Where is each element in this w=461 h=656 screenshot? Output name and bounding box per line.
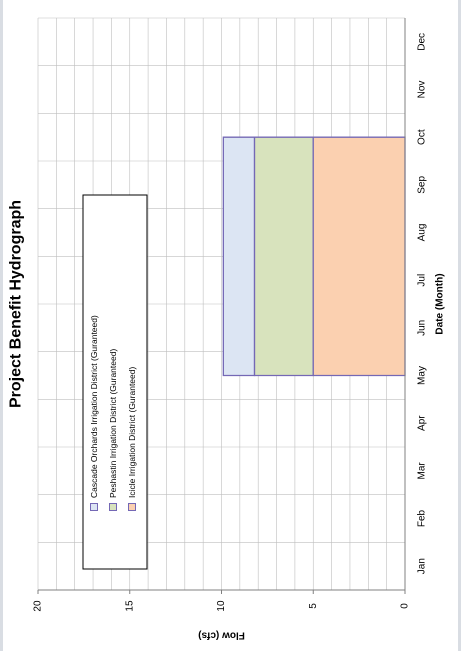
left-window-edge — [0, 0, 3, 651]
legend-label: Cascade Orchards Irrigation District (Gu… — [89, 315, 99, 498]
month-tick-label: Mar — [417, 462, 428, 480]
month-tick-label: Jul — [417, 274, 428, 287]
month-tick-label: Sep — [417, 176, 428, 194]
right-window-edge — [458, 0, 461, 651]
flow-tick-label: 0 — [400, 603, 411, 609]
flow-tick-label: 15 — [124, 600, 135, 612]
legend-swatch — [109, 503, 117, 511]
area-peshastin-irrigation-district-guranteed — [253, 136, 314, 377]
legend-label: Peshastin Irrigation District (Guranteed… — [108, 349, 118, 498]
month-tick-label: Dec — [417, 33, 428, 51]
month-tick-label: Apr — [417, 415, 428, 431]
legend-label: Icicle Irrigation District (Guranteed) — [127, 367, 137, 498]
month-tick-label: Jun — [417, 320, 428, 336]
month-tick-label: Jan — [417, 558, 428, 574]
area-icicle-irrigation-district-guranteed — [312, 136, 406, 377]
area-cascade-orchards-irrigation-district-guranteed — [222, 136, 256, 377]
flow-tick-label: 20 — [33, 600, 44, 612]
y-axis-title: Flow (cfs) — [198, 630, 245, 641]
legend-swatch — [128, 503, 136, 511]
month-tick-label: May — [417, 366, 428, 385]
chart-title: Project Benefit Hydrograph — [8, 200, 25, 408]
series-layer — [222, 136, 406, 377]
month-tick-label: Aug — [417, 224, 428, 242]
flow-tick-label: 5 — [308, 603, 319, 609]
month-tick-label: Feb — [417, 509, 428, 527]
title-layer: Project Benefit Hydrograph Date (Month) … — [8, 200, 446, 641]
legend-swatch — [90, 503, 98, 511]
month-tick-label: Oct — [417, 129, 428, 145]
legend: Cascade Orchards Irrigation District (Gu… — [82, 194, 148, 570]
axes-layer: 0 5 10 15 20 Jan Feb Mar Apr May Jun Jul Aug Sep Oct No… — [33, 18, 428, 612]
month-tick-label: Nov — [417, 81, 428, 99]
flow-tick-label: 10 — [216, 600, 227, 612]
x-axis-title: Date (Month) — [435, 273, 446, 334]
